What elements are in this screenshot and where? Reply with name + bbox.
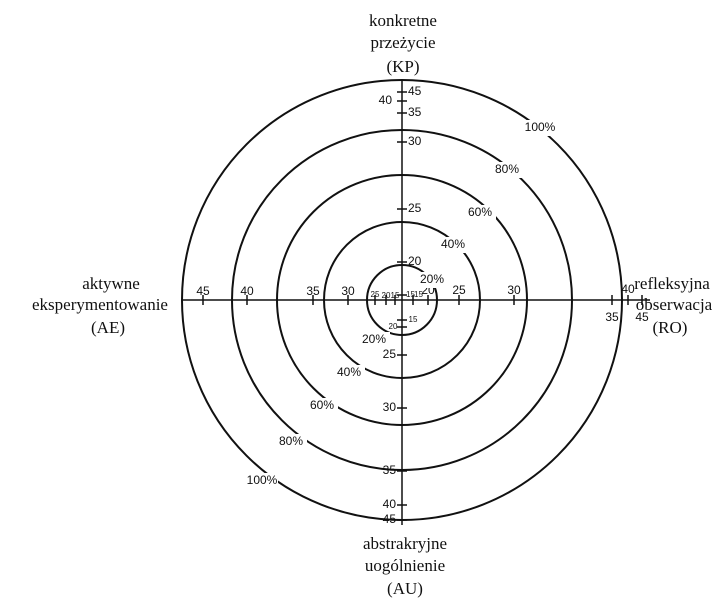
tick-label: 45 (408, 84, 422, 98)
ring-label-bg (306, 398, 338, 414)
ring-label: 100% (525, 120, 556, 134)
tick-label: 20 (408, 254, 422, 268)
axis-title: (AE) (91, 318, 125, 337)
tick-label: 30 (408, 134, 422, 148)
axis-title: obserwacja (636, 295, 713, 314)
tick-label: 40 (621, 282, 635, 296)
tick-label: 15 (414, 290, 423, 299)
tick-label: 15 (391, 291, 400, 300)
ring-label-bg (437, 237, 469, 253)
tick-label: 15 (406, 290, 415, 299)
axis-title: uogólnienie (365, 556, 445, 575)
ring-label: 20% (420, 272, 444, 286)
ring-label: 80% (279, 434, 303, 448)
tick-label: 45 (635, 310, 649, 324)
tick-label: 40 (379, 93, 393, 107)
tick-label: 35 (408, 105, 422, 119)
ring-label: 60% (468, 205, 492, 219)
ring-label: 40% (337, 365, 361, 379)
axis-title: refleksyjna (634, 274, 710, 293)
ring-label-bg (524, 120, 556, 136)
ring-label: 80% (495, 162, 519, 176)
tick-label: 20 (382, 291, 391, 300)
tick-label: 45 (196, 284, 210, 298)
ring-label-bg (491, 162, 523, 178)
tick-label: 40 (383, 497, 397, 511)
tick-label: 25 (371, 290, 380, 299)
tick-label: 15 (409, 315, 418, 324)
ring-label-bg (416, 272, 448, 288)
ring-label-bg (464, 205, 496, 221)
axis-title: eksperymentowanie (32, 295, 168, 314)
axis-title: abstrakryjne (363, 534, 447, 553)
axis-title: (KP) (386, 57, 419, 76)
tick-label: 20 (389, 322, 398, 331)
ring-label-bg (275, 434, 307, 450)
tick-label: 25 (452, 283, 466, 297)
axis-title: konkretne (369, 11, 437, 30)
ring-label-bg (333, 365, 365, 381)
tick-label: 25 (408, 201, 422, 215)
tick-label: 30 (383, 400, 397, 414)
tick-label: 45 (383, 512, 397, 526)
ring-label-bg (246, 473, 278, 489)
tick-label: 35 (383, 463, 397, 477)
tick-label: 40 (240, 284, 254, 298)
ring-label: 100% (247, 473, 278, 487)
ring-label-bg (358, 332, 390, 348)
tick-label: 30 (341, 284, 355, 298)
axis-title: (AU) (387, 579, 423, 598)
axis-title: aktywne (82, 274, 140, 293)
axis-title: (RO) (653, 318, 688, 337)
tick-label: 35 (605, 310, 619, 324)
tick-label: 25 (383, 347, 397, 361)
tick-label: 35 (306, 284, 320, 298)
tick-label: 30 (507, 283, 521, 297)
ring-label: 40% (441, 237, 465, 251)
ring-label: 20% (362, 332, 386, 346)
axis-title: przeżycie (370, 33, 435, 52)
ring-label: 60% (310, 398, 334, 412)
